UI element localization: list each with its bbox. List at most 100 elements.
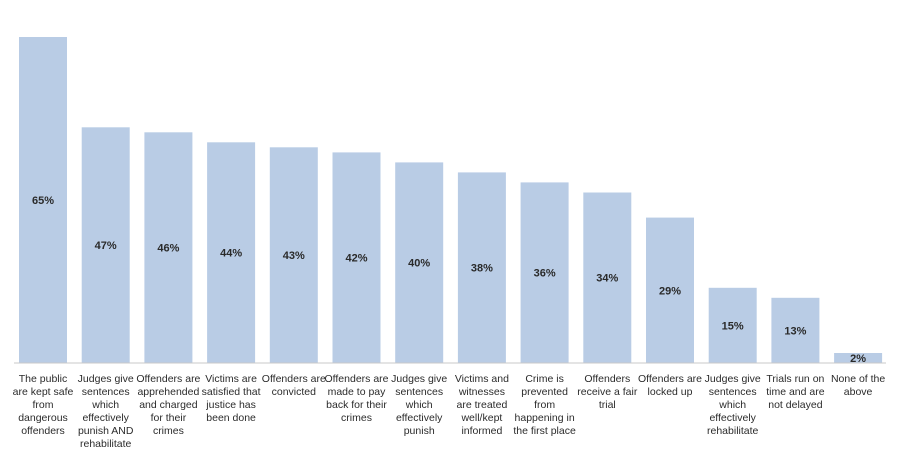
value-label-3: 44% [220, 248, 242, 260]
category-label-line: Offenders are [136, 373, 200, 385]
category-label-line: prevented [521, 386, 568, 398]
category-label-line: Offenders are [324, 373, 388, 385]
bar-6 [395, 162, 444, 363]
category-label-line: sentences [395, 386, 443, 398]
category-label-line: justice has [205, 399, 256, 411]
category-label-0: The public are kept safe from dangerous offe… [13, 373, 74, 437]
bar-9 [583, 192, 632, 363]
bar-7 [457, 172, 506, 363]
category-label-7: Victims and witnesses are treated well/kept… [455, 373, 509, 437]
category-label-line: sentences [82, 386, 130, 398]
category-label-2: Offenders are apprehended and charged for t… [136, 373, 200, 437]
value-label-0: 65% [32, 195, 54, 207]
category-label-line: Offenders are [262, 373, 326, 385]
value-label-8: 36% [534, 268, 556, 280]
category-label-13: None of the above [831, 373, 885, 398]
value-label-7: 38% [471, 263, 493, 275]
category-label-line: well/kept [460, 412, 502, 424]
category-label-line: for their [151, 412, 187, 424]
category-label-12: Trials run on time and are not delayed [766, 373, 825, 411]
category-label-line: Offenders are [638, 373, 702, 385]
category-label-line: Trials run on [766, 373, 824, 385]
category-label-4: Offenders are convicted [262, 373, 326, 398]
category-label-line: Victims and [455, 373, 509, 385]
category-label-line: rehabilitate [707, 425, 759, 437]
bar-2 [144, 132, 193, 363]
category-label-line: punish AND [78, 425, 134, 437]
category-label-line: informed [461, 425, 502, 437]
value-labels-group: 65% 47% 46% 44% 43% 42% 40% 38% 36% 34% 29% 15% 13% 2… [32, 195, 866, 365]
bar-12 [771, 297, 820, 363]
category-label-line: crimes [153, 425, 184, 437]
category-label-line: the first place [513, 425, 576, 437]
bar-13 [834, 353, 883, 363]
category-label-line: are kept safe [13, 386, 74, 398]
category-label-line: which [91, 399, 119, 411]
value-label-5: 42% [345, 253, 367, 265]
category-label-8: Crime is prevented from happening in the fir… [513, 373, 576, 437]
category-label-line: effectively [396, 412, 443, 424]
value-label-9: 34% [596, 273, 618, 285]
category-label-line: Offenders [584, 373, 630, 385]
category-label-5: Offenders are made to pay back for their cr… [324, 373, 388, 424]
category-label-line: are treated [457, 399, 508, 411]
value-label-4: 43% [283, 250, 305, 262]
category-label-line: and charged [139, 399, 198, 411]
category-label-line: effectively [709, 412, 756, 424]
category-label-line: time and are [766, 386, 825, 398]
category-label-line: None of the [831, 373, 885, 385]
category-label-6: Judges give sentences which effectively puni… [391, 373, 447, 437]
category-label-line: witnesses [458, 386, 505, 398]
value-label-10: 29% [659, 285, 681, 297]
category-label-line: happening in [515, 412, 575, 424]
bar-11 [708, 287, 757, 363]
category-label-line: dangerous [18, 412, 68, 424]
category-label-line: rehabilitate [80, 438, 132, 450]
category-label-line: crimes [341, 412, 372, 424]
category-label-10: Offenders are locked up [638, 373, 702, 398]
category-label-line: Judges give [78, 373, 134, 385]
bar-0 [19, 37, 67, 363]
category-label-3: Victims are satisfied that justice has been… [202, 373, 261, 424]
category-label-line: Judges give [391, 373, 447, 385]
value-label-13: 2% [850, 353, 866, 365]
value-label-2: 46% [157, 243, 179, 255]
bars-group [19, 37, 883, 363]
category-label-line: trial [599, 399, 616, 411]
category-label-line: apprehended [137, 386, 199, 398]
value-label-11: 15% [722, 320, 744, 332]
category-label-line: locked up [648, 386, 693, 398]
category-label-line: convicted [272, 386, 317, 398]
bar-10 [646, 217, 694, 363]
category-label-line: receive a fair [577, 386, 638, 398]
category-label-line: sentences [709, 386, 757, 398]
value-label-1: 47% [95, 240, 117, 252]
category-label-line: from [534, 399, 555, 411]
category-label-line: effectively [82, 412, 129, 424]
category-label-line: from [33, 399, 54, 411]
bar-1 [81, 127, 130, 363]
category-label-line: offenders [21, 425, 65, 437]
category-label-line: back for their [326, 399, 387, 411]
bar-8 [520, 182, 569, 363]
category-label-line: not delayed [768, 399, 822, 411]
category-labels-group: The public are kept safe from dangerous offe… [13, 373, 886, 450]
category-label-1: Judges give sentences which effectively puni… [78, 373, 134, 450]
category-label-line: above [844, 386, 873, 398]
category-label-line: which [718, 399, 746, 411]
category-label-11: Judges give sentences which effectively reha… [705, 373, 761, 437]
category-label-line: Judges give [705, 373, 761, 385]
category-label-line: made to pay [328, 386, 387, 398]
category-label-line: which [405, 399, 433, 411]
category-label-line: Crime is [525, 373, 564, 385]
category-label-line: Victims are [205, 373, 257, 385]
bar-3 [207, 142, 256, 363]
bar-4 [269, 147, 318, 363]
category-label-9: Offenders receive a fair trial [577, 373, 638, 411]
value-label-6: 40% [408, 258, 430, 270]
category-label-line: The public [19, 373, 67, 385]
category-label-line: been done [206, 412, 256, 424]
value-label-12: 13% [784, 325, 806, 337]
bar-5 [332, 152, 381, 363]
